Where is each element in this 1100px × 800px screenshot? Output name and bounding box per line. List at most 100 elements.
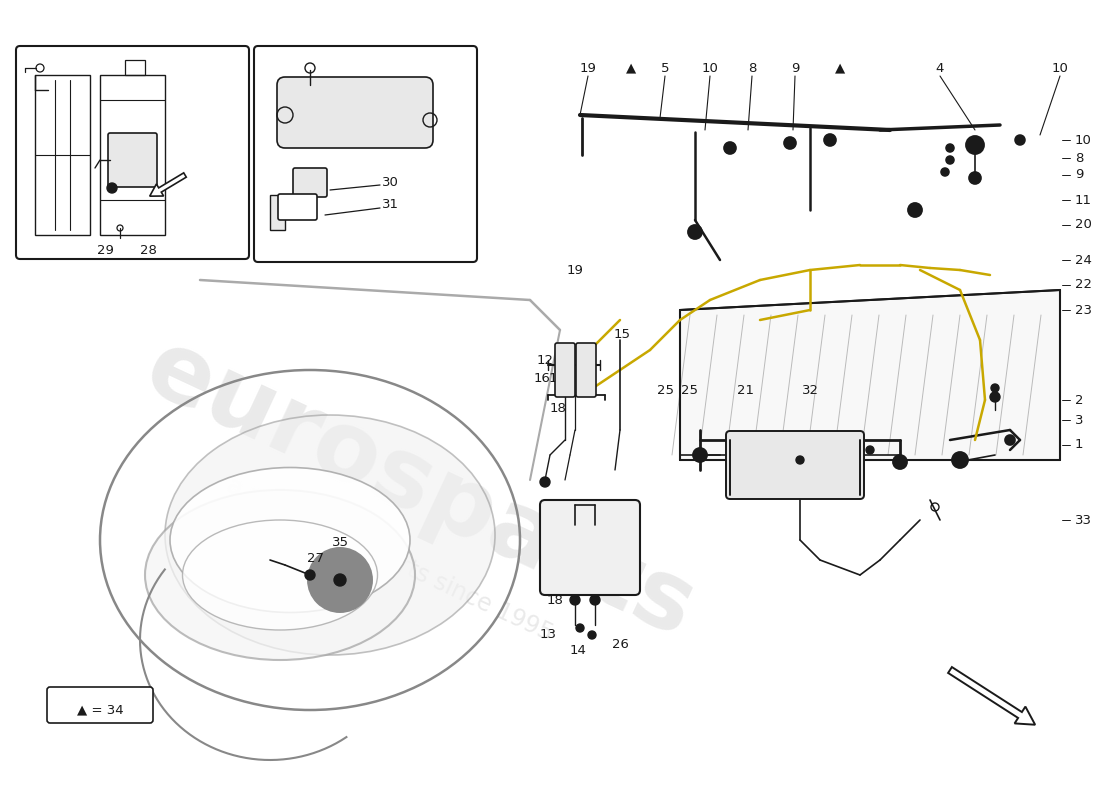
Circle shape [969, 172, 981, 184]
Circle shape [944, 170, 946, 174]
Circle shape [788, 141, 792, 146]
Circle shape [966, 136, 984, 154]
FancyBboxPatch shape [726, 431, 864, 499]
Circle shape [908, 203, 922, 217]
Text: 33: 33 [1075, 514, 1092, 526]
Ellipse shape [145, 490, 415, 660]
Text: 29: 29 [97, 243, 113, 257]
Text: 25: 25 [682, 383, 698, 397]
Circle shape [727, 146, 733, 150]
Text: 17: 17 [549, 371, 565, 385]
Circle shape [590, 595, 600, 605]
Text: 20: 20 [1075, 218, 1092, 231]
Text: 12: 12 [537, 354, 553, 366]
FancyBboxPatch shape [254, 46, 477, 262]
Text: 30: 30 [382, 177, 398, 190]
Circle shape [588, 631, 596, 639]
FancyBboxPatch shape [540, 500, 640, 595]
Polygon shape [270, 195, 285, 230]
Circle shape [692, 229, 698, 235]
Circle shape [305, 570, 315, 580]
Circle shape [1005, 435, 1015, 445]
Text: 21: 21 [737, 383, 754, 397]
Circle shape [724, 142, 736, 154]
Text: 10: 10 [1075, 134, 1092, 146]
Text: 31: 31 [382, 198, 398, 211]
Text: 4: 4 [936, 62, 944, 74]
Text: eurosparts: eurosparts [131, 322, 710, 658]
FancyArrow shape [948, 667, 1035, 725]
Circle shape [952, 452, 968, 468]
Circle shape [990, 392, 1000, 402]
Text: 8: 8 [748, 62, 756, 74]
Text: 19: 19 [580, 62, 596, 74]
Text: 9: 9 [791, 62, 800, 74]
Text: 32: 32 [802, 383, 818, 397]
Text: 14: 14 [570, 643, 586, 657]
Ellipse shape [165, 415, 495, 655]
Text: ▲: ▲ [626, 62, 636, 74]
Polygon shape [680, 290, 1060, 460]
FancyBboxPatch shape [293, 168, 327, 197]
Circle shape [308, 548, 372, 612]
Text: 26: 26 [612, 638, 628, 651]
Circle shape [540, 477, 550, 487]
Circle shape [1015, 135, 1025, 145]
Text: 25: 25 [657, 383, 673, 397]
Circle shape [688, 225, 702, 239]
Text: 3: 3 [1075, 414, 1084, 426]
Circle shape [866, 446, 874, 454]
Circle shape [991, 384, 999, 392]
Circle shape [576, 624, 584, 632]
Circle shape [824, 134, 836, 146]
Text: 22: 22 [1075, 278, 1092, 291]
FancyBboxPatch shape [108, 133, 157, 187]
Circle shape [972, 142, 978, 148]
Text: 1: 1 [1075, 438, 1084, 451]
Circle shape [893, 455, 907, 469]
Circle shape [796, 456, 804, 464]
Circle shape [570, 595, 580, 605]
Text: 10: 10 [702, 62, 718, 74]
Ellipse shape [183, 520, 377, 630]
Text: 28: 28 [140, 243, 156, 257]
FancyBboxPatch shape [277, 77, 433, 148]
FancyBboxPatch shape [278, 194, 317, 220]
Text: ▲ = 34: ▲ = 34 [77, 703, 123, 717]
Circle shape [107, 183, 117, 193]
Circle shape [940, 168, 949, 176]
FancyBboxPatch shape [576, 343, 596, 397]
Text: 23: 23 [1075, 303, 1092, 317]
Text: 8: 8 [1075, 151, 1084, 165]
Text: 24: 24 [1075, 254, 1092, 266]
Circle shape [693, 448, 707, 462]
Circle shape [948, 146, 951, 150]
Text: 13: 13 [539, 629, 557, 642]
FancyBboxPatch shape [47, 687, 153, 723]
FancyArrow shape [150, 173, 186, 196]
Text: 2: 2 [1075, 394, 1084, 406]
Text: 16: 16 [534, 371, 550, 385]
Text: 11: 11 [1075, 194, 1092, 206]
Circle shape [334, 574, 346, 586]
Circle shape [827, 138, 833, 142]
Text: 18: 18 [550, 402, 566, 414]
Text: ▲: ▲ [835, 62, 845, 74]
Text: 10: 10 [1052, 62, 1068, 74]
Circle shape [912, 207, 918, 213]
FancyBboxPatch shape [556, 343, 575, 397]
Text: 18: 18 [547, 594, 563, 606]
Circle shape [946, 144, 954, 152]
Circle shape [946, 156, 954, 164]
Text: 19: 19 [566, 263, 583, 277]
FancyBboxPatch shape [16, 46, 249, 259]
Text: 15: 15 [614, 329, 630, 342]
Text: 9: 9 [1075, 169, 1084, 182]
Circle shape [948, 158, 951, 162]
Circle shape [320, 560, 360, 600]
Text: 27: 27 [307, 551, 323, 565]
Circle shape [784, 137, 796, 149]
Text: a passion for parts since 1995: a passion for parts since 1995 [223, 474, 557, 646]
Text: 35: 35 [331, 537, 349, 550]
Text: 5: 5 [661, 62, 669, 74]
